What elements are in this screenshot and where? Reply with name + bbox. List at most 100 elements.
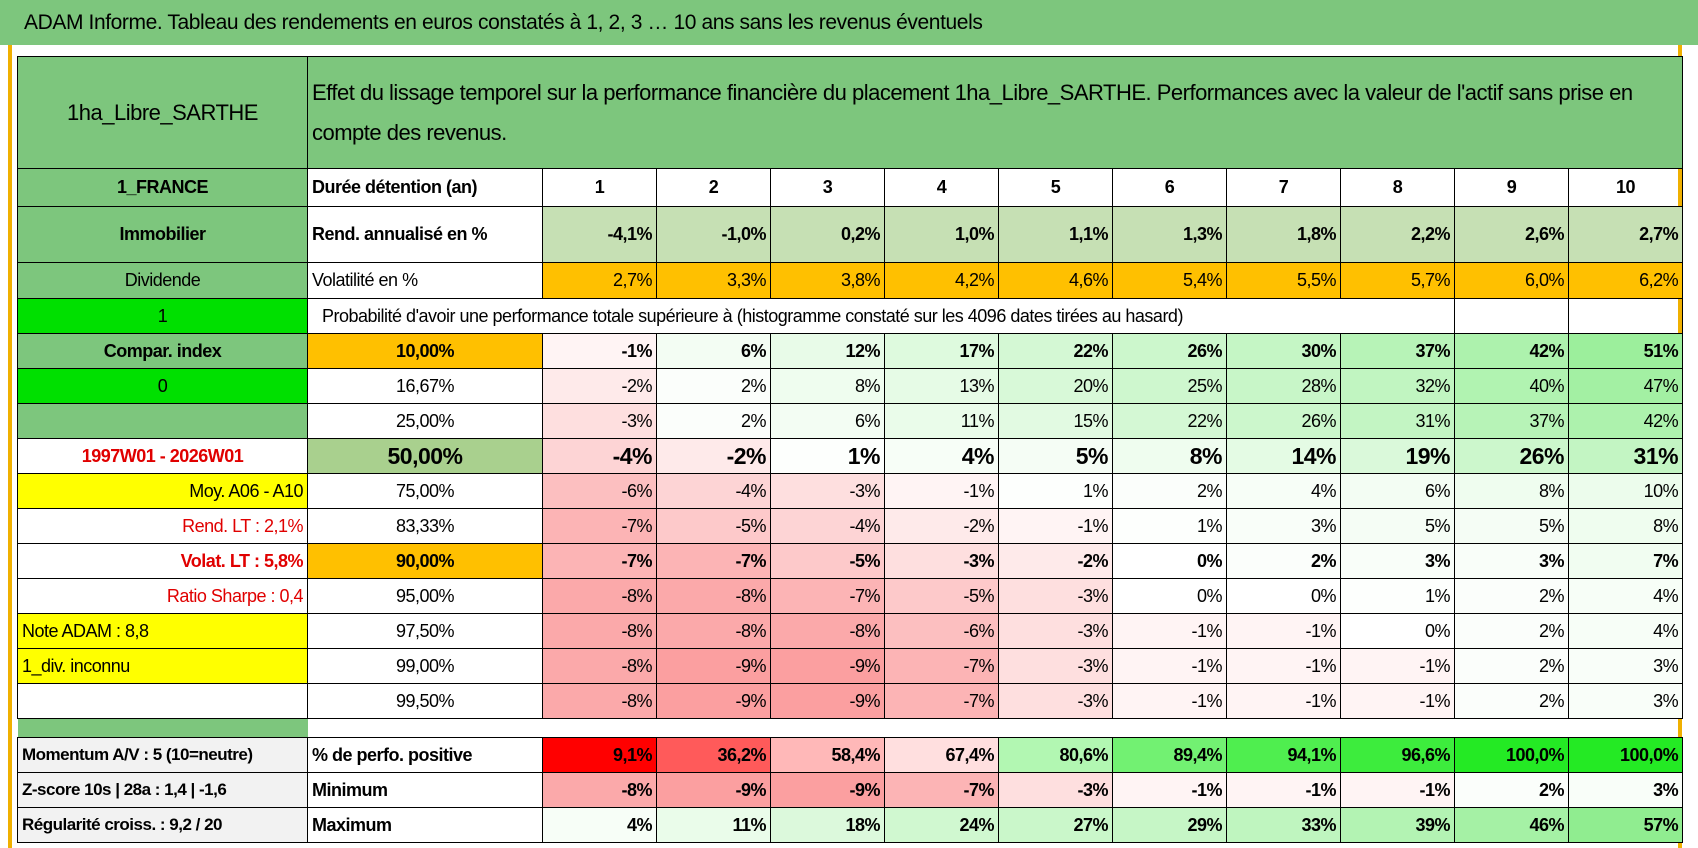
value-cell: -7%: [884, 683, 999, 719]
title-bar: ADAM Informe. Tableau des rendements en …: [0, 0, 1698, 45]
value-cell: 2%: [1454, 613, 1569, 649]
value-cell: 1,1%: [998, 206, 1113, 263]
row-header: 50,00%: [307, 438, 543, 474]
value-cell: 2,2%: [1340, 206, 1455, 263]
value-cell: 8%: [1112, 438, 1227, 474]
gap-cell: [308, 719, 1683, 738]
value-cell: 67,4%: [884, 737, 999, 773]
value-cell: 19%: [1340, 438, 1455, 474]
note: Probabilité d'avoir une performance tota…: [322, 305, 1183, 326]
results-table: 1ha_Libre_SARTHE Effet du lissage tempore…: [17, 56, 1684, 843]
value-cell: -9%: [656, 648, 771, 684]
value-cell: 24%: [884, 807, 999, 843]
value-cell: 10%: [1567, 473, 1684, 509]
value-cell: 5%: [1340, 508, 1455, 544]
value-cell: 96,6%: [1340, 737, 1455, 773]
value-cell: -4%: [542, 438, 657, 474]
row-label: 1_div. inconnu: [17, 648, 308, 684]
value-cell: -9%: [656, 772, 771, 808]
row-label: Z-score 10s | 28a : 1,4 | -1,6: [17, 772, 308, 808]
table-row: Immobilier Rend. annualisé en % -4,1% -1,0%…: [17, 206, 1684, 263]
value-cell: 26%: [1454, 438, 1569, 474]
value-cell: -1%: [1226, 683, 1341, 719]
value-cell: 7: [1226, 168, 1341, 207]
value-cell: 3%: [1567, 683, 1684, 719]
empty-cell: [1567, 298, 1684, 334]
value-cell: 33%: [1226, 807, 1341, 843]
value-cell: 39%: [1340, 807, 1455, 843]
value-cell: 2%: [656, 368, 771, 404]
value-cell: -7%: [884, 648, 999, 684]
value-cell: 1,0%: [884, 206, 999, 263]
row-label: Volat. LT : 5,8%: [17, 543, 308, 579]
value-cell: -9%: [770, 648, 885, 684]
value-cell: -1%: [1340, 648, 1455, 684]
value-cell: -3%: [884, 543, 999, 579]
value-cell: -8%: [542, 772, 657, 808]
value-cell: 3: [770, 168, 885, 207]
row-header: Rend. annualisé en %: [307, 206, 543, 263]
value-cell: 6,0%: [1454, 262, 1569, 299]
value-cell: 4%: [542, 807, 657, 843]
value-cell: -9%: [656, 683, 771, 719]
value-cell: 4%: [1567, 578, 1684, 614]
value-cell: -1%: [1340, 772, 1455, 808]
value-cell: 1,8%: [1226, 206, 1341, 263]
table-row: 1_FRANCE Durée détention (an) 1 2 3 4 5 6 7 8 9 10: [17, 168, 1684, 207]
table-row: Momentum A/V : 5 (10=neutre)% de perfo. …: [17, 737, 1684, 773]
value-cell: 40%: [1454, 368, 1569, 404]
row-label: Compar. index: [17, 333, 308, 369]
value-cell: 2%: [1226, 543, 1341, 579]
row-label: Immobilier: [17, 206, 308, 263]
table-row: Z-score 10s | 28a : 1,4 | -1,6 Minimum -8%…: [17, 772, 1684, 808]
value-cell: -1%: [1340, 683, 1455, 719]
row-label: [17, 683, 308, 719]
value-cell: 0%: [1340, 613, 1455, 649]
value-cell: 27%: [998, 807, 1113, 843]
value-cell: 5,7%: [1340, 262, 1455, 299]
row-header: 95,00%: [307, 578, 543, 614]
value-cell: -7%: [656, 543, 771, 579]
value-cell: 1%: [1340, 578, 1455, 614]
table-row: Note ADAM : 8,8 97,50% -8% -8% -8% -6% -3% -1% -…: [17, 613, 1684, 649]
table-row: Ratio Sharpe : 0,4 95,00% -8% -8% -7% -5% -3% 0…: [17, 578, 1684, 614]
value-cell: 5,5%: [1226, 262, 1341, 299]
value-cell: -9%: [770, 683, 885, 719]
row-header: 16,67%: [307, 368, 543, 404]
value-cell: -2%: [884, 508, 999, 544]
value-cell: 2%: [656, 403, 771, 439]
header-row: 1ha_Libre_SARTHE Effet du lissage tempore…: [17, 56, 1684, 169]
table-row: 1997W01 - 2026W01 50,00% -4% -2% 1% 4% 5% 8% 14%…: [17, 438, 1684, 474]
value-cell: 32%: [1340, 368, 1455, 404]
value-cell: -2%: [998, 543, 1113, 579]
value-cell: 6,2%: [1567, 262, 1684, 299]
row-header: 99,00%: [307, 648, 543, 684]
table-row: Régularité croiss. : 9,2 / 20 Maximum 4% 11…: [17, 807, 1684, 843]
value-cell: 0%: [1112, 578, 1227, 614]
value-cell: 5%: [1454, 508, 1569, 544]
value-cell: 2%: [1454, 648, 1569, 684]
value-cell: 3%: [1226, 508, 1341, 544]
row-label: 0: [17, 368, 308, 404]
value-cell: -1%: [542, 333, 657, 369]
value-cell: 9: [1454, 168, 1569, 207]
value-cell: -8%: [656, 613, 771, 649]
value-cell: 4%: [884, 438, 999, 474]
value-cell: 100,0%: [1567, 737, 1684, 773]
value-cell: -3%: [770, 473, 885, 509]
value-cell: -1%: [1112, 648, 1227, 684]
value-cell: 4,2%: [884, 262, 999, 299]
value-cell: -8%: [770, 613, 885, 649]
table-row: Volat. LT : 5,8% 90,00% -7% -7% -5% -3% -2% 0% 2…: [17, 543, 1684, 579]
value-cell: -1,0%: [656, 206, 771, 263]
table-row: 0 16,67% -2% 2% 8% 13% 20% 25% 28% 32% 40% 47%: [17, 368, 1684, 404]
value-cell: -8%: [542, 613, 657, 649]
value-cell: -8%: [656, 578, 771, 614]
row-header: 10,00%: [307, 333, 543, 369]
value-cell: 30%: [1226, 333, 1341, 369]
value-cell: -2%: [542, 368, 657, 404]
value-cell: 8%: [770, 368, 885, 404]
value-cell: 11%: [656, 807, 771, 843]
value-cell: 25%: [1112, 368, 1227, 404]
